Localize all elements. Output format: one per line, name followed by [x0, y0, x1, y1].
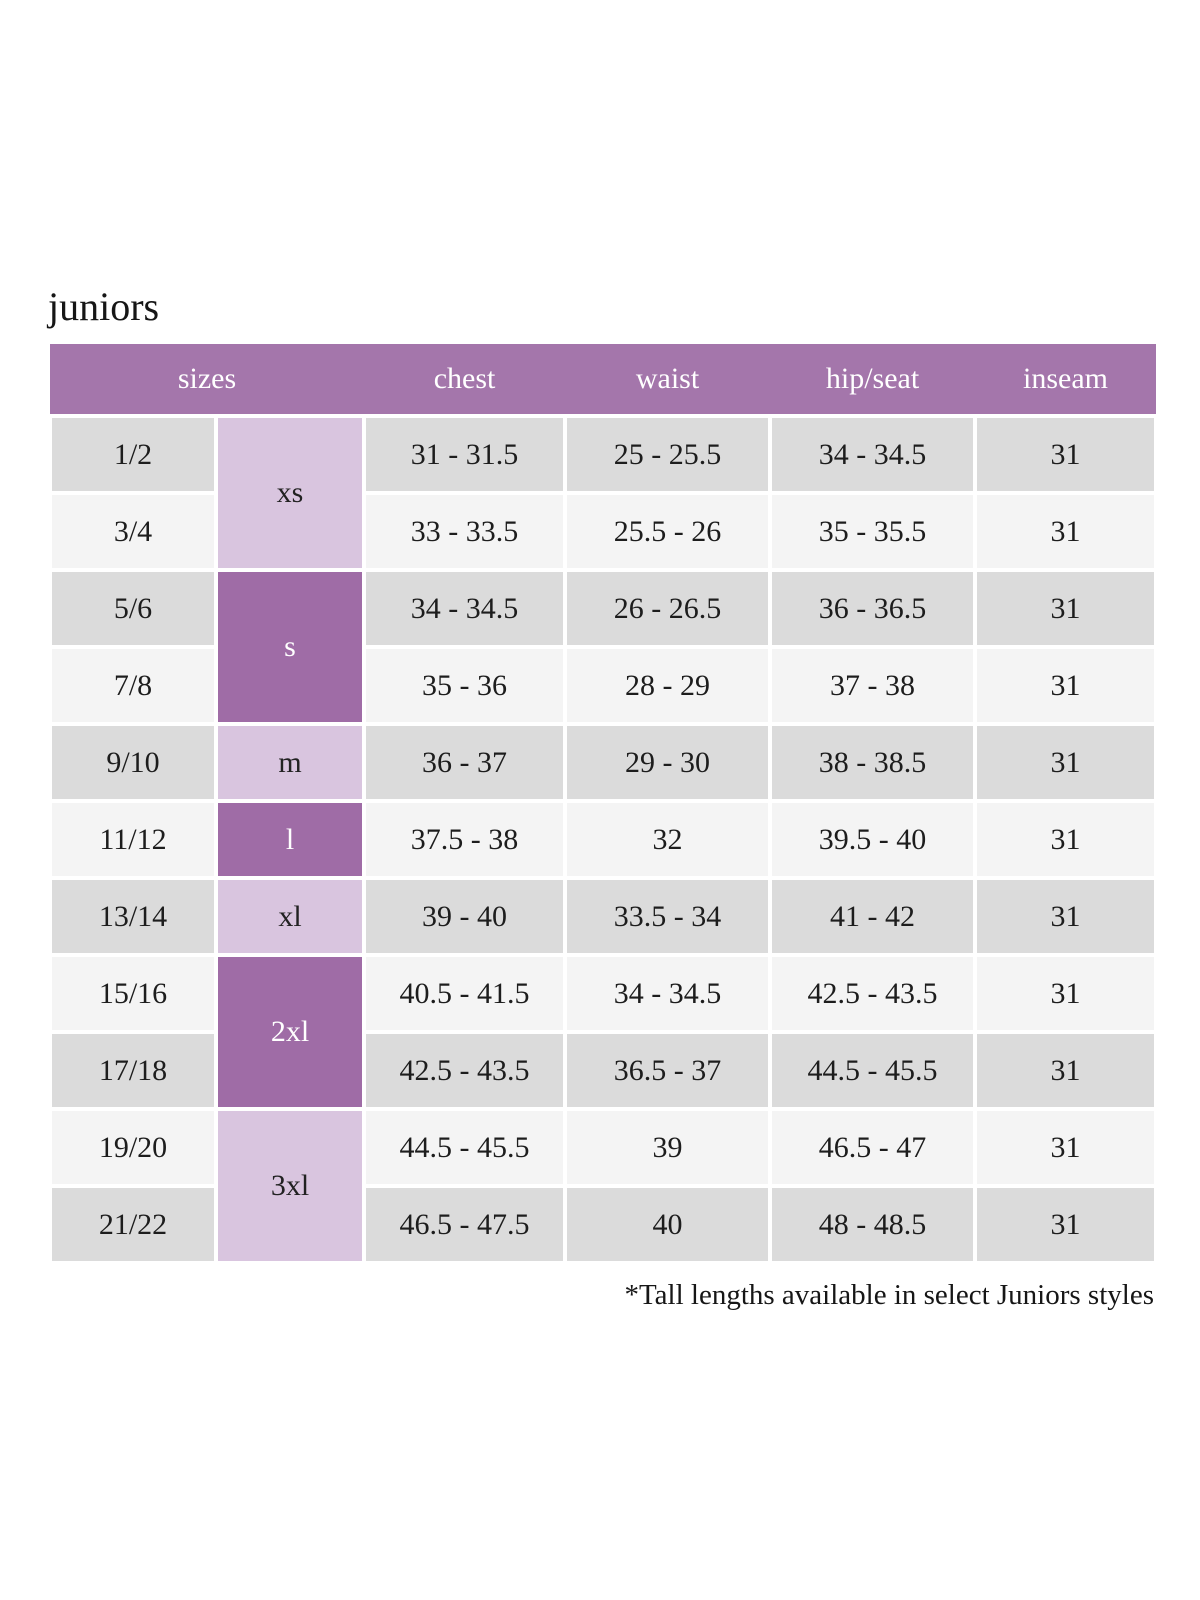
- inseam-cell: 31: [973, 645, 1159, 726]
- hip-seat-cell: 39.5 - 40: [768, 799, 978, 880]
- inseam-cell: 31: [973, 722, 1159, 803]
- inseam-cell: 31: [973, 1107, 1159, 1188]
- header-hip-seat: hip/seat: [770, 344, 976, 416]
- inseam-cell: 31: [973, 1030, 1159, 1111]
- letter-cell-xs: xs: [213, 414, 367, 572]
- size-cell: 17/18: [48, 1030, 218, 1111]
- table-row: 11/12 l 37.5 - 38 32 39.5 - 40 31: [48, 799, 1159, 880]
- inseam-cell: 31: [973, 491, 1159, 572]
- table-row: 5/6 s 34 - 34.5 26 - 26.5 36 - 36.5 31: [48, 568, 1159, 726]
- header-inseam: inseam: [975, 344, 1157, 416]
- table-row: 17/18 42.5 - 43.5 36.5 - 37 44.5 - 45.5 …: [48, 1030, 1159, 1111]
- juniors-size-table: sizes chest waist hip/seat inseam 1/2 xs…: [48, 344, 1159, 1265]
- hip-seat-cell: 41 - 42: [768, 876, 978, 957]
- tall-lengths-footnote: *Tall lengths available in select Junior…: [624, 1279, 1154, 1311]
- letter-cell-m: m: [213, 722, 367, 803]
- table-row: 9/10 m 36 - 37 29 - 30 38 - 38.5 31: [48, 722, 1159, 803]
- table-row: 7/8 35 - 36 28 - 29 37 - 38 31: [48, 645, 1159, 726]
- waist-cell: 33.5 - 34: [563, 876, 773, 957]
- header-waist: waist: [565, 344, 771, 416]
- hip-seat-cell: 48 - 48.5: [768, 1184, 978, 1265]
- waist-cell: 28 - 29: [563, 645, 773, 726]
- table-row: 19/20 3xl 44.5 - 45.5 39 46.5 - 47 31: [48, 1107, 1159, 1265]
- chest-cell: 31 - 31.5: [362, 414, 568, 495]
- header-chest: chest: [364, 344, 566, 416]
- chest-cell: 37.5 - 38: [362, 799, 568, 880]
- header-sizes: sizes: [50, 344, 365, 416]
- chest-cell: 44.5 - 45.5: [362, 1107, 568, 1188]
- waist-cell: 34 - 34.5: [563, 953, 773, 1034]
- hip-seat-cell: 38 - 38.5: [768, 722, 978, 803]
- table-header-row: sizes chest waist hip/seat inseam: [50, 344, 1157, 416]
- chest-cell: 33 - 33.5: [362, 491, 568, 572]
- chest-cell: 46.5 - 47.5: [362, 1184, 568, 1265]
- size-cell: 9/10: [48, 722, 218, 803]
- chest-cell: 42.5 - 43.5: [362, 1030, 568, 1111]
- waist-cell: 32: [563, 799, 773, 880]
- size-cell: 5/6: [48, 568, 218, 649]
- size-cell: 21/22: [48, 1184, 218, 1265]
- inseam-cell: 31: [973, 799, 1159, 880]
- size-cell: 1/2: [48, 414, 218, 495]
- hip-seat-cell: 35 - 35.5: [768, 491, 978, 572]
- waist-cell: 29 - 30: [563, 722, 773, 803]
- size-cell: 13/14: [48, 876, 218, 957]
- inseam-cell: 31: [973, 876, 1159, 957]
- waist-cell: 40: [563, 1184, 773, 1265]
- size-cell: 3/4: [48, 491, 218, 572]
- chest-cell: 40.5 - 41.5: [362, 953, 568, 1034]
- size-cell: 15/16: [48, 953, 218, 1034]
- size-cell: 11/12: [48, 799, 218, 880]
- hip-seat-cell: 37 - 38: [768, 645, 978, 726]
- table-row: 15/16 2xl 40.5 - 41.5 34 - 34.5 42.5 - 4…: [48, 953, 1159, 1111]
- size-cell: 19/20: [48, 1107, 218, 1188]
- chest-cell: 36 - 37: [362, 722, 568, 803]
- waist-cell: 25 - 25.5: [563, 414, 773, 495]
- table-row: 13/14 xl 39 - 40 33.5 - 34 41 - 42 31: [48, 876, 1159, 957]
- chest-cell: 34 - 34.5: [362, 568, 568, 649]
- waist-cell: 25.5 - 26: [563, 491, 773, 572]
- table-row: 1/2 xs 31 - 31.5 25 - 25.5 34 - 34.5 31: [48, 414, 1159, 572]
- chest-cell: 35 - 36: [362, 645, 568, 726]
- waist-cell: 26 - 26.5: [563, 568, 773, 649]
- inseam-cell: 31: [973, 1184, 1159, 1265]
- letter-cell-l: l: [213, 799, 367, 880]
- letter-cell-3xl: 3xl: [213, 1107, 367, 1265]
- table-row: 3/4 33 - 33.5 25.5 - 26 35 - 35.5 31: [48, 491, 1159, 572]
- hip-seat-cell: 36 - 36.5: [768, 568, 978, 649]
- page-title: juniors: [48, 284, 160, 329]
- letter-cell-2xl: 2xl: [213, 953, 367, 1111]
- inseam-cell: 31: [973, 953, 1159, 1034]
- table-row: 21/22 46.5 - 47.5 40 48 - 48.5 31: [48, 1184, 1159, 1265]
- letter-cell-xl: xl: [213, 876, 367, 957]
- waist-cell: 39: [563, 1107, 773, 1188]
- size-chart-section: juniors sizes chest waist hip/seat insea…: [48, 0, 1159, 1265]
- hip-seat-cell: 46.5 - 47: [768, 1107, 978, 1188]
- waist-cell: 36.5 - 37: [563, 1030, 773, 1111]
- letter-cell-s: s: [213, 568, 367, 726]
- hip-seat-cell: 42.5 - 43.5: [768, 953, 978, 1034]
- size-cell: 7/8: [48, 645, 218, 726]
- hip-seat-cell: 44.5 - 45.5: [768, 1030, 978, 1111]
- chest-cell: 39 - 40: [362, 876, 568, 957]
- inseam-cell: 31: [973, 568, 1159, 649]
- inseam-cell: 31: [973, 414, 1159, 495]
- hip-seat-cell: 34 - 34.5: [768, 414, 978, 495]
